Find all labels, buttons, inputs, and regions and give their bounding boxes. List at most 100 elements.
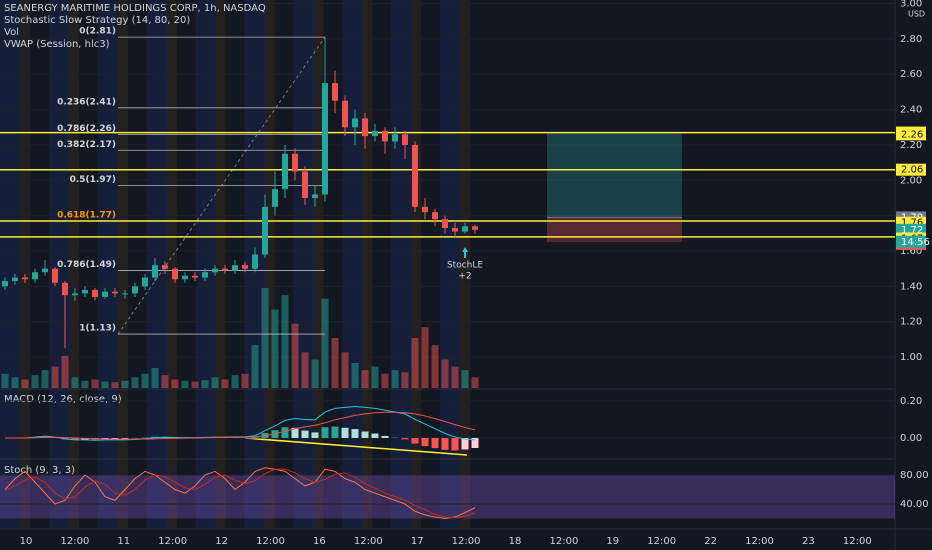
y-tick-label: 1.00: [900, 352, 922, 363]
x-tick-label: 23: [802, 536, 815, 547]
x-tick-label: 12:00: [745, 536, 774, 547]
candle-body: [12, 277, 18, 282]
x-tick-label: 12:00: [647, 536, 676, 547]
macd-histogram: [331, 426, 339, 438]
volume-bar: [361, 370, 369, 388]
volume-bar: [211, 377, 219, 388]
y-tick-label: 2.40: [900, 105, 922, 116]
panel-title: MACD (12, 26, close, 9): [4, 394, 122, 405]
x-tick-label: 22: [704, 536, 717, 547]
volume-bar: [411, 338, 419, 388]
x-tick-label: 17: [411, 536, 424, 547]
divergence-line: [244, 437, 468, 456]
candle-body: [362, 118, 368, 137]
volume-bar: [301, 352, 309, 388]
volume-bar: [161, 375, 169, 388]
volume-bar: [41, 370, 49, 388]
candle-body: [412, 144, 418, 207]
volume-bar: [341, 352, 349, 388]
candle-body: [262, 206, 268, 255]
macd-histogram: [121, 437, 129, 439]
x-tick-label: 10: [20, 536, 33, 547]
panel-title: Stoch (9, 3, 3): [4, 465, 75, 476]
x-tick-label: 18: [509, 536, 522, 547]
volume-bar: [441, 359, 449, 388]
candle-body: [272, 189, 278, 207]
candle-body: [352, 118, 358, 128]
candle-body: [282, 153, 288, 190]
fib-label: 0.236(2.41): [57, 97, 116, 107]
candle-body: [202, 272, 208, 278]
x-tick-label: 12: [215, 536, 228, 547]
volume-bar: [451, 366, 459, 388]
price-tag-label: 1.76: [901, 218, 923, 229]
volume-bar: [81, 380, 89, 388]
macd-histogram: [361, 431, 369, 438]
x-tick-label: 12:00: [452, 536, 481, 547]
macd-histogram: [251, 436, 259, 438]
indicator-label: VWAP (Session, hlc3): [4, 39, 110, 50]
candle-body: [342, 100, 348, 128]
macd-histogram: [291, 427, 299, 438]
y-tick-label: 2.60: [900, 69, 922, 80]
macd-histogram: [451, 437, 459, 451]
candle-body: [312, 194, 318, 198]
signal-label: StochLE: [447, 261, 483, 271]
x-tick-label: 16: [313, 536, 326, 547]
volume-bar: [191, 381, 199, 388]
candle-body: [452, 228, 458, 232]
x-tick-label: 12:00: [256, 536, 285, 547]
candle-body: [442, 219, 448, 229]
volume-bar: [271, 309, 279, 388]
y-tick-label: 40.00: [900, 499, 929, 510]
volume-bar: [51, 366, 59, 388]
macd-histogram: [471, 437, 479, 448]
volume-bar: [381, 373, 389, 388]
candle-body: [162, 265, 168, 269]
candle-body: [52, 268, 58, 283]
macd-histogram: [401, 437, 409, 440]
macd-histogram: [301, 430, 309, 438]
indicator-label: Vol: [4, 27, 19, 38]
macd-histogram: [321, 427, 329, 438]
candle-body: [292, 153, 298, 172]
candle-body: [112, 291, 118, 294]
candle-body: [22, 277, 28, 280]
volume-bar: [291, 323, 299, 388]
price-tag-label: 2.26: [901, 129, 923, 140]
volume-bar: [21, 379, 29, 388]
candle-body: [332, 83, 338, 101]
fib-label: 0.786(1.49): [57, 260, 116, 270]
candle-body: [42, 268, 48, 273]
stoch-k: [4, 467, 476, 520]
countdown-tag: [896, 235, 926, 248]
y-tick-label: 80.00: [900, 470, 929, 481]
candle-body: [462, 226, 468, 232]
volume-bar: [311, 359, 319, 388]
fib-label: 0(2.81): [79, 27, 116, 37]
volume-bar: [201, 380, 209, 388]
fib-label: 0.382(2.17): [57, 140, 116, 150]
macd-histogram: [71, 437, 79, 440]
volume-bar: [431, 345, 439, 388]
signal-line: [5, 411, 476, 440]
volume-bar: [251, 345, 259, 388]
macd-histogram: [311, 432, 319, 438]
price-tag: [896, 163, 926, 176]
candle-body: [432, 212, 438, 220]
x-tick-label: 12:00: [354, 536, 383, 547]
macd-histogram: [281, 427, 289, 438]
candle-body: [142, 277, 148, 287]
macd-histogram: [341, 427, 349, 438]
candle-body: [32, 272, 38, 280]
candle-body: [242, 265, 248, 269]
candle-body: [392, 134, 398, 142]
volume-bar: [121, 380, 129, 388]
volume-bar: [1, 373, 9, 388]
volume-bar: [421, 327, 429, 388]
volume-bar: [11, 377, 19, 388]
candle-body: [72, 293, 78, 296]
volume-bar: [391, 370, 399, 388]
candle-body: [222, 268, 228, 271]
